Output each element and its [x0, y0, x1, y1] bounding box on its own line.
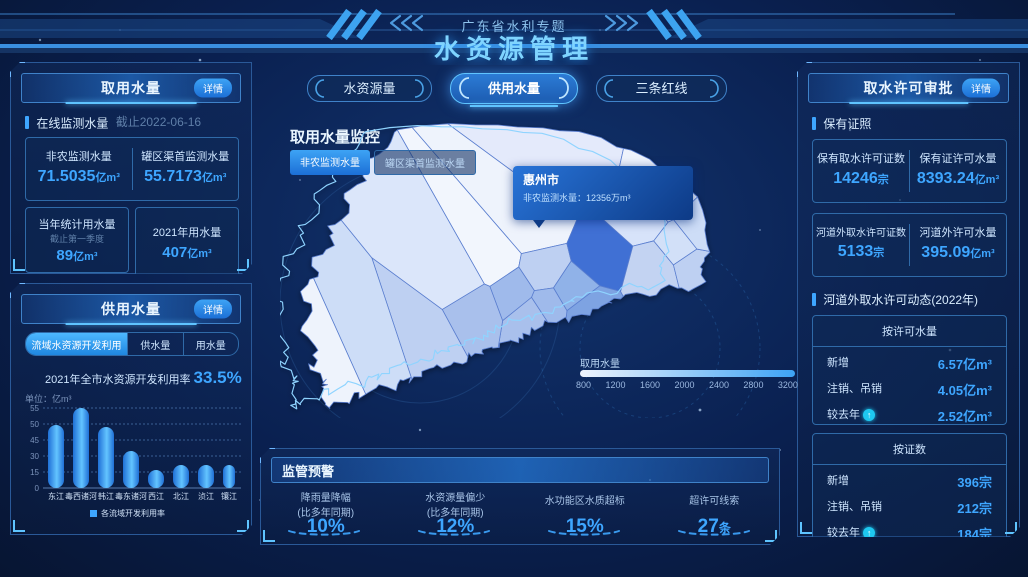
svg-text:0: 0 [35, 484, 40, 493]
svg-text:东江: 东江 [48, 491, 64, 501]
svg-text:西江: 西江 [148, 492, 164, 501]
svg-text:50: 50 [30, 420, 39, 429]
svg-text:各流域开发利用率: 各流域开发利用率 [101, 508, 165, 518]
svg-text:毒东诸河: 毒东诸河 [115, 491, 147, 501]
svg-text:55: 55 [30, 404, 39, 413]
svg-text:45: 45 [30, 436, 39, 445]
svg-text:毒西诸河: 毒西诸河 [65, 491, 97, 501]
svg-text:镶江: 镶江 [221, 491, 237, 501]
svg-text:15: 15 [30, 468, 39, 477]
svg-text:韩江: 韩江 [98, 491, 114, 501]
svg-text:30: 30 [30, 452, 39, 461]
svg-text:北江: 北江 [173, 492, 189, 501]
svg-text:浈江: 浈江 [198, 491, 214, 501]
